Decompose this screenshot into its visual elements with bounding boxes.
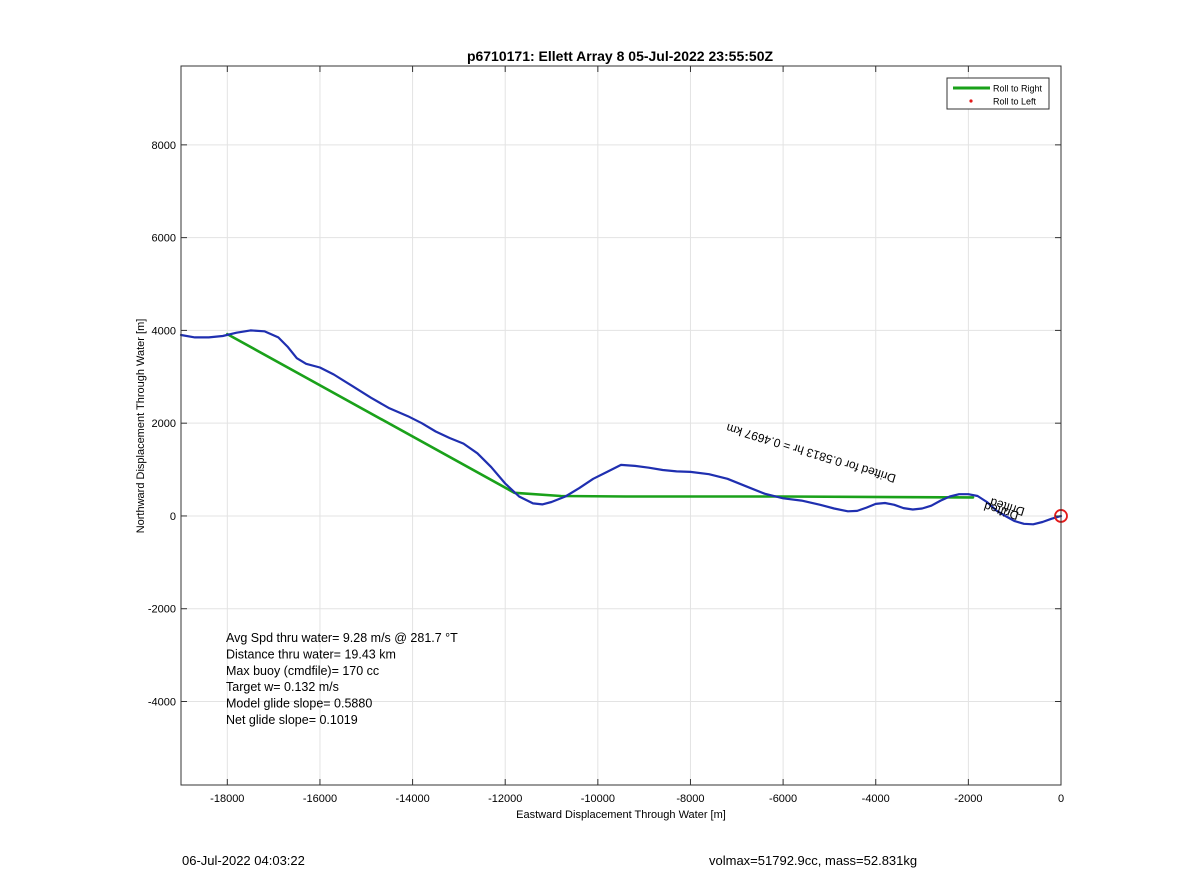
stat-annotation: Model glide slope= 0.5880 [226,697,372,711]
legend: Roll to Right Roll to Left [946,77,1050,110]
x-tick-label: -16000 [303,793,337,805]
footer-timestamp: 06-Jul-2022 04:03:22 [182,853,305,868]
y-tick-label: -2000 [148,604,176,616]
stat-annotation: Avg Spd thru water= 9.28 m/s @ 281.7 °T [226,631,458,645]
chart-title: p6710171: Ellett Array 8 05-Jul-2022 23:… [467,48,774,64]
plot-frame [180,65,1062,786]
annotations: Avg Spd thru water= 9.28 m/s @ 281.7 °T D… [226,631,458,727]
y-tick-label: 2000 [152,418,176,430]
x-tick-label: -12000 [488,793,522,805]
series-track-line [179,329,1063,526]
x-tick-label: -4000 [862,793,890,805]
y-tick-label: 8000 [152,140,176,152]
stat-annotation: Distance thru water= 19.43 km [226,647,396,661]
x-tick-label: 0 [1058,793,1064,805]
y-tick-label: 4000 [152,325,176,337]
x-axis-label: Eastward Displacement Through Water [m] [516,809,726,821]
x-tick-label: -18000 [210,793,244,805]
stat-annotation: Net glide slope= 0.1019 [226,713,358,727]
legend-box [946,77,1050,110]
drift-label: Drifted for 0.5813 hr = 0.4697 km [725,421,898,486]
legend-label: Roll to Left [993,97,1037,107]
x-tick-label: -10000 [581,793,615,805]
y-tick-label: -4000 [148,697,176,709]
x-tick-label: -6000 [769,793,797,805]
stat-annotation: Max buoy (cmdfile)= 170 cc [226,664,379,678]
series-layer: Drifted for 0.5813 hr = 0.4697 kmDrifted… [179,329,1068,526]
x-tick-label: -8000 [676,793,704,805]
legend-label: Roll to Right [993,84,1043,94]
stat-annotation: Target w= 0.132 m/s [226,680,339,694]
y-tick-label: 0 [170,511,176,523]
y-axis-label: Northward Displacement Through Water [m] [135,319,147,534]
x-tick-label: -14000 [395,793,429,805]
ticks: -18000 -16000 -14000 -12000 -10000 -8000 -6000… [148,66,1064,805]
legend-swatch-roll-left [969,99,973,103]
x-tick-label: -2000 [954,793,982,805]
y-tick-label: 6000 [152,233,176,245]
footer-volmax-mass: volmax=51792.9cc, mass=52.831kg [709,853,918,868]
grid [181,66,1062,785]
